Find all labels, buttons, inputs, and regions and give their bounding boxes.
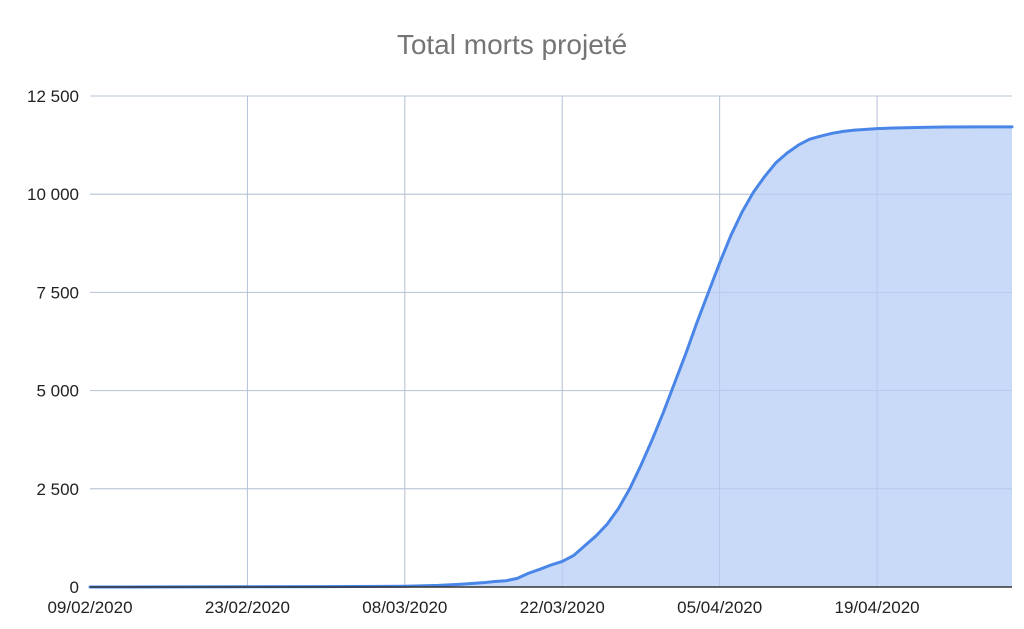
y-tick-label: 10 000: [27, 185, 79, 204]
y-tick-label: 12 500: [27, 87, 79, 106]
area-layer: [88, 95, 1014, 589]
x-tick-label: 23/02/2020: [205, 598, 290, 617]
chart-title: Total morts projeté: [397, 29, 627, 60]
area-fill: [90, 126, 1012, 587]
x-tick-label: 05/04/2020: [677, 598, 762, 617]
series-line: [88, 125, 1014, 589]
x-tick-label: 09/02/2020: [47, 598, 132, 617]
x-tick-label: 19/04/2020: [835, 598, 920, 617]
x-axis-ticks: 09/02/2020 23/02/2020 08/03/2020 22/03/2020…: [47, 598, 919, 617]
y-axis-ticks: 0 2 500 5 000 7 500 10 000 12 500: [27, 87, 79, 597]
y-tick-label: 7 500: [36, 283, 79, 302]
x-tick-label: 22/03/2020: [520, 598, 605, 617]
y-tick-label: 0: [70, 578, 79, 597]
y-tick-label: 5 000: [36, 382, 79, 401]
x-tick-label: 08/03/2020: [362, 598, 447, 617]
y-tick-label: 2 500: [36, 480, 79, 499]
